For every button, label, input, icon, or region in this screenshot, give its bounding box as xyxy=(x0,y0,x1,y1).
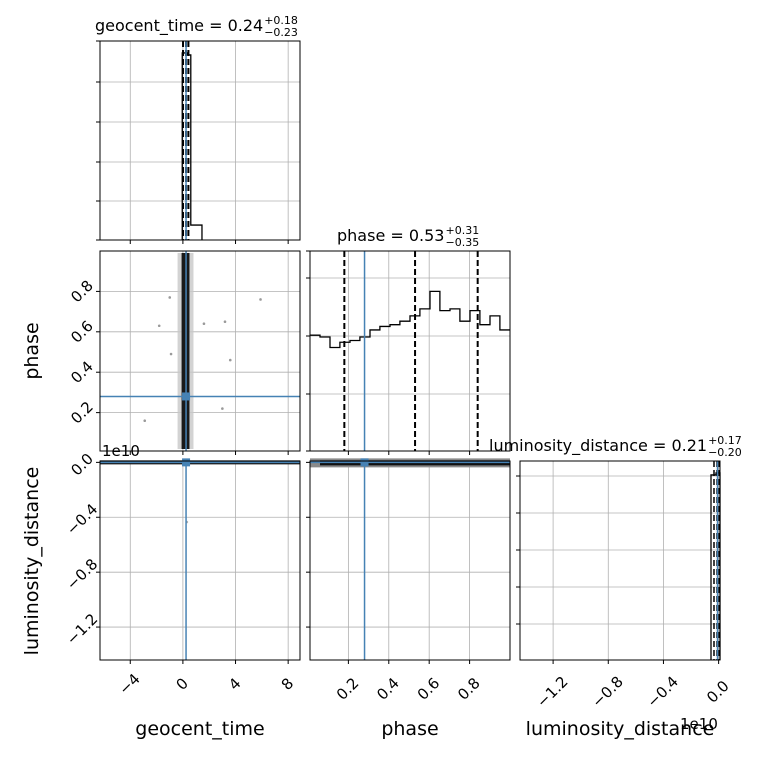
title-phase-base: phase = 0.53 xyxy=(337,226,444,245)
ld-xtick-label-1: −0.8 xyxy=(588,673,626,711)
title-phase-sup: +0.31 xyxy=(445,224,479,237)
geocent-xtick-label-3: 8 xyxy=(278,674,297,693)
phase-hist-frame xyxy=(309,250,511,452)
ld-ytick-label-2: −0.4 xyxy=(63,500,101,538)
phase-geocent-point-1 xyxy=(259,298,262,301)
phase-xtick-label-2: 0.6 xyxy=(414,674,444,704)
ld-hist-frame xyxy=(519,460,721,661)
phase-histogram xyxy=(310,290,510,349)
ld-xtick-label-3: 0.0 xyxy=(703,677,733,707)
phase-geocent-point-3 xyxy=(223,320,227,324)
phase-geocent-frame xyxy=(99,250,301,452)
ld-xtick-label-2: −0.4 xyxy=(643,673,681,711)
ld-ytick-label-0: −1.2 xyxy=(63,610,101,648)
title-phase-sub: −0.35 xyxy=(445,236,479,249)
xlabel-geocent-time: geocent_time xyxy=(135,718,264,740)
geocent-hist-frame xyxy=(99,40,301,241)
ylabel-luminosity-distance: luminosity_distance xyxy=(21,467,43,656)
phase-xtick-label-0: 0.2 xyxy=(333,674,363,704)
phase-xtick-label-3: 0.8 xyxy=(454,674,484,704)
phase-ytick-label-2: 0.6 xyxy=(67,317,97,347)
phase-ytick-label-0: 0.2 xyxy=(67,398,97,428)
geocent-xtick-label-0: −4 xyxy=(115,670,143,698)
phase-ytick-label-1: 0.4 xyxy=(67,357,97,387)
phase-geocent-point-7 xyxy=(202,322,206,326)
title-geocent-time-base: geocent_time = 0.24 xyxy=(95,16,263,36)
ld-phase-frame xyxy=(309,460,511,661)
geocent-xtick-label-2: 4 xyxy=(225,674,244,693)
title-phase: phase = 0.53 xyxy=(337,226,444,245)
xlabel-luminosity-distance: luminosity_distance xyxy=(526,718,715,740)
ld-geocent-truth-marker xyxy=(182,458,191,467)
ld-x-offset-text: 1e10 xyxy=(680,715,718,733)
phase-geocent-point-5 xyxy=(143,419,147,422)
title-geocent-time: geocent_time = 0.24 xyxy=(95,16,263,36)
phase-ytick-label-3: 0.8 xyxy=(67,277,97,307)
ld-xtick-label-0: −1.2 xyxy=(533,673,571,711)
geocent-xtick-label-1: 0 xyxy=(172,674,191,693)
xlabel-phase: phase xyxy=(381,718,438,740)
title-geocent-time-sub: −0.23 xyxy=(264,26,298,39)
title-luminosity-distance-sup: +0.17 xyxy=(708,434,742,447)
phase-geocent-point-2 xyxy=(228,358,232,362)
title-luminosity-distance-sub: −0.20 xyxy=(708,446,742,459)
title-luminosity-distance: luminosity_distance = 0.21 xyxy=(489,436,707,456)
phase-geocent-point-6 xyxy=(221,407,224,410)
phase-geocent-point-4 xyxy=(157,324,161,328)
ld-y-offset-text: 1e10 xyxy=(102,442,140,460)
phase-geocent-point-0 xyxy=(168,296,172,299)
phase-geocent-truth-marker xyxy=(182,392,191,401)
ld-ytick-label-1: −0.8 xyxy=(63,555,101,593)
phase-xtick-label-1: 0.4 xyxy=(373,674,403,704)
ld-geocent-frame xyxy=(99,460,301,661)
title-geocent-time-sup: +0.18 xyxy=(264,14,298,27)
phase-geocent-point-8 xyxy=(169,352,173,356)
ld-ytick-label-3: 0.0 xyxy=(67,450,97,480)
title-luminosity-distance-base: luminosity_distance = 0.21 xyxy=(489,436,707,456)
ylabel-phase: phase xyxy=(21,322,43,379)
ld-phase-truth-marker xyxy=(360,458,369,467)
